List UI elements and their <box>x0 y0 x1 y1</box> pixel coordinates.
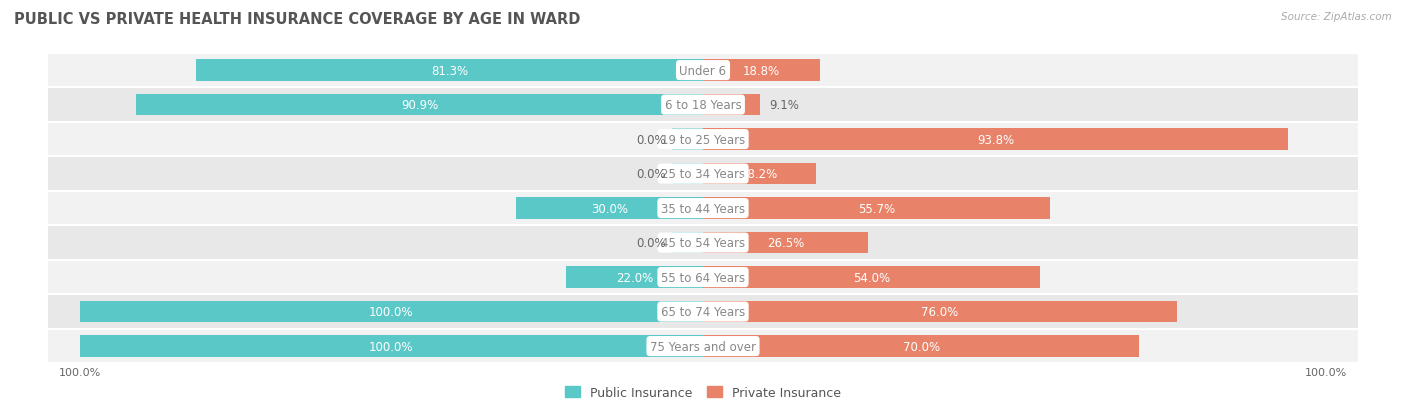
Text: Under 6: Under 6 <box>679 64 727 77</box>
Text: Source: ZipAtlas.com: Source: ZipAtlas.com <box>1281 12 1392 22</box>
Bar <box>516 198 703 219</box>
Text: 65 to 74 Years: 65 to 74 Years <box>661 305 745 318</box>
Text: 0.0%: 0.0% <box>636 133 665 146</box>
FancyBboxPatch shape <box>48 123 1358 157</box>
Text: 18.8%: 18.8% <box>742 64 780 77</box>
FancyBboxPatch shape <box>48 294 1358 329</box>
Bar <box>672 129 703 150</box>
Bar <box>80 301 703 323</box>
Bar <box>672 164 703 185</box>
Text: 55 to 64 Years: 55 to 64 Years <box>661 271 745 284</box>
Text: 0.0%: 0.0% <box>636 168 665 180</box>
Text: 26.5%: 26.5% <box>768 237 804 249</box>
FancyBboxPatch shape <box>48 260 1358 294</box>
Text: PUBLIC VS PRIVATE HEALTH INSURANCE COVERAGE BY AGE IN WARD: PUBLIC VS PRIVATE HEALTH INSURANCE COVER… <box>14 12 581 27</box>
Text: 45 to 54 Years: 45 to 54 Years <box>661 237 745 249</box>
FancyBboxPatch shape <box>48 226 1358 260</box>
Text: 81.3%: 81.3% <box>432 64 468 77</box>
Bar <box>80 335 703 357</box>
Bar <box>136 95 703 116</box>
Text: 19 to 25 Years: 19 to 25 Years <box>661 133 745 146</box>
Bar <box>703 301 1177 323</box>
Text: 54.0%: 54.0% <box>853 271 890 284</box>
Text: 6 to 18 Years: 6 to 18 Years <box>665 99 741 112</box>
Text: 55.7%: 55.7% <box>858 202 896 215</box>
Text: 9.1%: 9.1% <box>769 99 799 112</box>
Bar <box>703 129 1288 150</box>
Text: 0.0%: 0.0% <box>636 237 665 249</box>
Bar <box>565 267 703 288</box>
FancyBboxPatch shape <box>48 191 1358 226</box>
FancyBboxPatch shape <box>48 157 1358 191</box>
Bar <box>197 60 703 82</box>
Bar <box>672 232 703 254</box>
Legend: Public Insurance, Private Insurance: Public Insurance, Private Insurance <box>560 381 846 404</box>
Text: 30.0%: 30.0% <box>591 202 628 215</box>
Bar <box>703 164 817 185</box>
Bar <box>703 267 1039 288</box>
Bar <box>703 335 1139 357</box>
FancyBboxPatch shape <box>48 88 1358 123</box>
Text: 90.9%: 90.9% <box>401 99 439 112</box>
FancyBboxPatch shape <box>48 329 1358 363</box>
Text: 93.8%: 93.8% <box>977 133 1014 146</box>
Text: 75 Years and over: 75 Years and over <box>650 340 756 353</box>
FancyBboxPatch shape <box>48 54 1358 88</box>
Text: 18.2%: 18.2% <box>741 168 779 180</box>
Text: 35 to 44 Years: 35 to 44 Years <box>661 202 745 215</box>
Bar <box>703 60 820 82</box>
Bar <box>703 95 759 116</box>
Bar <box>703 198 1050 219</box>
Bar <box>703 232 868 254</box>
Text: 100.0%: 100.0% <box>368 340 413 353</box>
Text: 100.0%: 100.0% <box>368 305 413 318</box>
Text: 25 to 34 Years: 25 to 34 Years <box>661 168 745 180</box>
Text: 76.0%: 76.0% <box>921 305 959 318</box>
Text: 70.0%: 70.0% <box>903 340 939 353</box>
Text: 22.0%: 22.0% <box>616 271 652 284</box>
